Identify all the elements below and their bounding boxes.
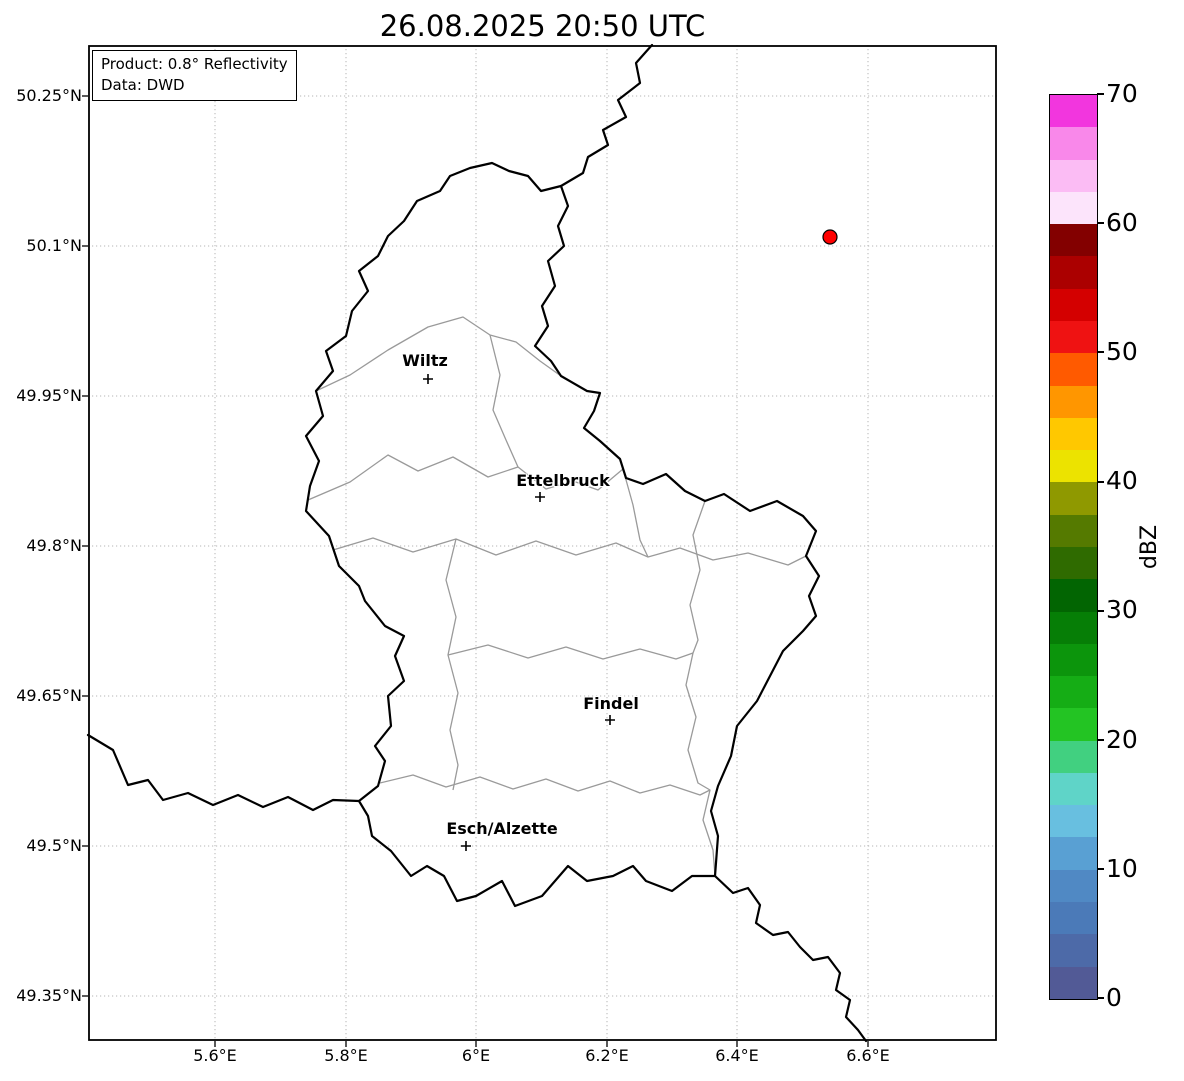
y-tick-label: 50.1°N: [26, 236, 82, 255]
colorbar-segment: [1050, 643, 1097, 677]
map-canvas: [82, 43, 997, 1047]
city-label-findel: Findel: [583, 694, 639, 713]
colorbar-segment: [1050, 740, 1097, 773]
esch-marker: [461, 841, 471, 851]
wiltz-marker: [423, 374, 433, 384]
x-tick-label: 6.2°E: [585, 1046, 629, 1065]
colorbar-tick: [1097, 739, 1104, 741]
x-tick-label: 5.8°E: [324, 1046, 368, 1065]
colorbar-tick-label: 20: [1106, 725, 1138, 754]
colorbar-tick: [1097, 351, 1104, 353]
info-product-line: Product: 0.8° Reflectivity: [101, 55, 288, 73]
city-label-ettelbruck: Ettelbruck: [516, 471, 610, 490]
x-tick-label: 6.4°E: [715, 1046, 759, 1065]
colorbar-tick-label: 70: [1106, 79, 1138, 108]
colorbar-tick-label: 30: [1106, 595, 1138, 624]
colorbar-segment: [1050, 676, 1097, 709]
colorbar-segment: [1050, 159, 1097, 192]
colorbar-segment: [1050, 127, 1097, 160]
country-borders: [86, 43, 868, 1043]
france-belgium-border: [86, 733, 361, 812]
x-tick-label: 5.6°E: [193, 1046, 237, 1065]
x-tick-label: 6°E: [461, 1046, 491, 1065]
colorbar-segment: [1050, 611, 1097, 644]
colorbar-tick-label: 0: [1106, 983, 1122, 1012]
colorbar-segment: [1050, 546, 1097, 580]
district-borders: [307, 316, 807, 877]
colorbar-segment: [1050, 514, 1097, 547]
colorbar-tick: [1097, 997, 1104, 999]
info-source-line: Data: DWD: [101, 76, 185, 94]
axis-tick-marks: [82, 95, 869, 1047]
colorbar-segment: [1050, 869, 1097, 903]
colorbar-segment: [1050, 708, 1097, 741]
city-label-esch: Esch/Alzette: [446, 819, 558, 838]
colorbar-segment: [1050, 902, 1097, 935]
colorbar-segment: [1050, 191, 1097, 225]
axes-frame: [88, 45, 997, 1041]
colorbar-segment: [1050, 256, 1097, 289]
colorbar-segment: [1050, 417, 1097, 451]
radar-location-dot: [822, 229, 838, 245]
y-tick-label: 49.65°N: [16, 686, 82, 705]
colorbar-segment: [1050, 579, 1097, 612]
france-germany-border: [713, 874, 868, 1043]
colorbar-segment: [1050, 320, 1097, 354]
colorbar-tick: [1097, 610, 1104, 612]
colorbar-segment: [1050, 805, 1097, 838]
colorbar-segment: [1050, 450, 1097, 483]
colorbar-segment: [1050, 482, 1097, 515]
colorbar-segment: [1050, 385, 1097, 418]
y-tick-label: 50.25°N: [16, 86, 82, 105]
colorbar-tick-label: 10: [1106, 854, 1138, 883]
colorbar-tick: [1097, 222, 1104, 224]
colorbar-tick: [1097, 481, 1104, 483]
city-markers: [423, 374, 615, 851]
colorbar-segment: [1050, 95, 1097, 128]
colorbar-segment: [1050, 966, 1097, 999]
figure-title: 26.08.2025 20:50 UTC: [379, 9, 706, 43]
colorbar-segments: [1049, 94, 1098, 1000]
city-label-wiltz: Wiltz: [402, 351, 448, 370]
x-tick-label: 6.6°E: [846, 1046, 890, 1065]
colorbar-tick-label: 60: [1106, 208, 1138, 237]
ettelbruck-marker: [535, 492, 545, 502]
map-plot: Product: 0.8° Reflectivity Data: DWD Wil…: [82, 43, 997, 1047]
belgium-germany-border: [559, 43, 654, 188]
colorbar-segment: [1050, 934, 1097, 967]
colorbar-segment: [1050, 837, 1097, 870]
colorbar-tick-label: 50: [1106, 337, 1138, 366]
y-tick-label: 49.5°N: [26, 836, 82, 855]
y-tick-label: 49.35°N: [16, 986, 82, 1005]
y-tick-label: 49.8°N: [26, 536, 82, 555]
colorbar-segment: [1050, 288, 1097, 321]
colorbar-segment: [1050, 772, 1097, 806]
colorbar-segment: [1050, 224, 1097, 257]
colorbar-tick: [1097, 868, 1104, 870]
info-box: Product: 0.8° Reflectivity Data: DWD: [92, 50, 297, 101]
luxembourg-border: [304, 161, 821, 908]
findel-marker: [605, 715, 615, 725]
y-tick-label: 49.95°N: [16, 386, 82, 405]
colorbar-tick: [1097, 93, 1104, 95]
colorbar-tick-label: 40: [1106, 466, 1138, 495]
colorbar-segment: [1050, 353, 1097, 386]
colorbar-units-label: dBZ: [1137, 524, 1162, 570]
